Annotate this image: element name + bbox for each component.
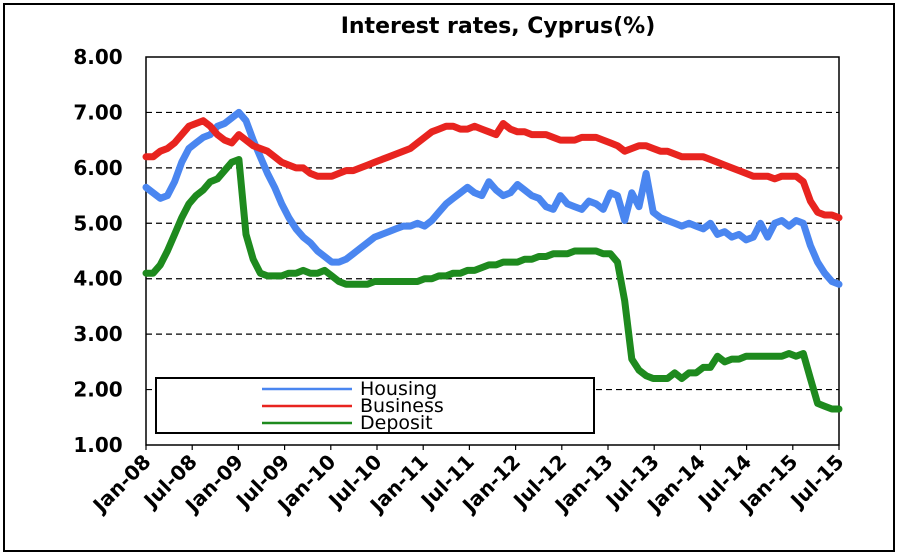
legend-label-deposit: Deposit [360,412,433,434]
series-lines [142,108,843,413]
y-tick-label: 6.00 [73,156,122,180]
y-tick-label: 5.00 [73,211,122,235]
series-line-deposit [142,156,843,413]
y-tick-label: 7.00 [73,100,122,124]
x-tick-label: Jan-08 [87,450,156,519]
legend-label-housing: Housing [360,378,437,400]
x-axis-ticks: Jan-08Jul-08Jan-09Jul-09Jan-10Jul-10Jan-… [87,445,849,518]
y-tick-label: 4.00 [73,267,122,291]
y-tick-label: 2.00 [73,378,122,402]
y-tick-label: 1.00 [73,433,122,457]
legend-label-business: Business [360,395,444,417]
y-axis-ticks: 1.00 2.00 3.00 4.00 5.00 6.00 7.00 8.00 [73,45,122,457]
series-line-business [142,117,843,222]
y-tick-label: 3.00 [73,322,122,346]
legend-box [155,377,595,434]
chart-title: Interest rates, Cyprus(%) [341,14,656,39]
y-tick-label: 8.00 [73,45,122,69]
series-line-housing [142,108,843,288]
